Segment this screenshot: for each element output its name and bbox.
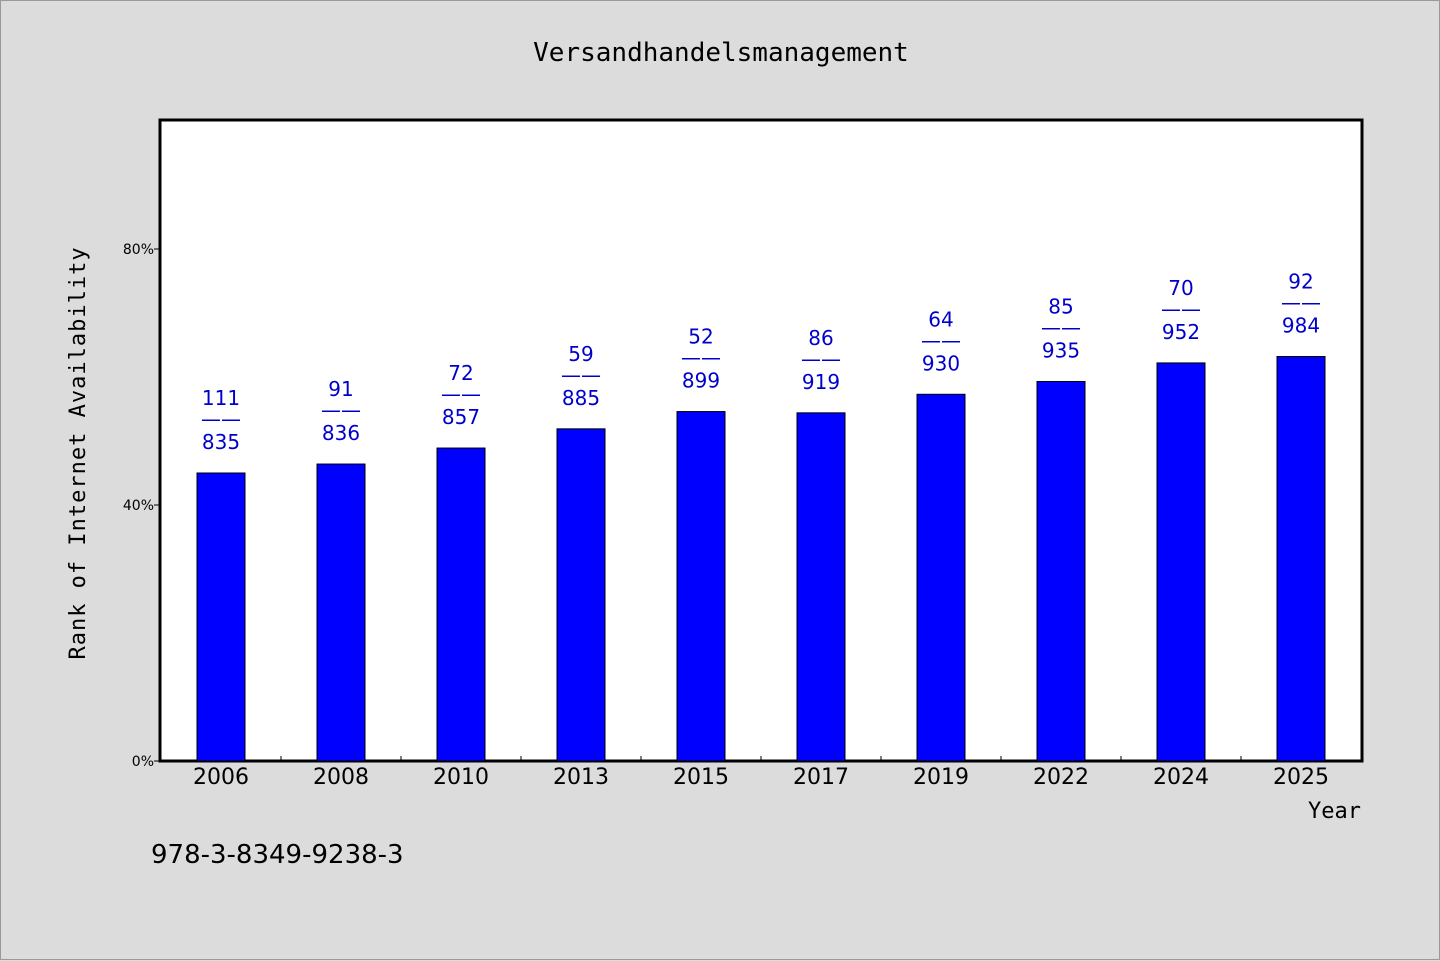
bar-2015 bbox=[676, 411, 726, 762]
x-tick-label-2010: 2010 bbox=[433, 765, 489, 790]
data-label-bottom-2019: 930 bbox=[922, 351, 960, 375]
data-label-top-2006: 111 bbox=[202, 386, 240, 410]
data-label-top-2008: 91 bbox=[328, 377, 353, 401]
data-label-top-2013: 59 bbox=[568, 342, 593, 366]
bar-2010 bbox=[436, 447, 486, 762]
data-label-bottom-2006: 835 bbox=[202, 430, 240, 454]
x-tick-label-2024: 2024 bbox=[1153, 765, 1209, 790]
data-label-top-2025: 92 bbox=[1288, 270, 1313, 294]
data-label-sep-2006: —— bbox=[201, 407, 241, 431]
x-tick-label-2025: 2025 bbox=[1273, 765, 1329, 790]
bar-2024 bbox=[1156, 362, 1206, 762]
data-label-sep-2013: —— bbox=[561, 363, 601, 387]
x-tick-label-2017: 2017 bbox=[793, 765, 849, 790]
bar-2019 bbox=[916, 393, 966, 762]
isbn-label: 978-3-8349-9238-3 bbox=[151, 840, 404, 870]
data-label-sep-2019: —— bbox=[921, 328, 961, 352]
data-label-bottom-2015: 899 bbox=[682, 369, 720, 393]
x-axis-label: Year bbox=[1308, 799, 1361, 824]
data-label-bottom-2008: 836 bbox=[322, 421, 360, 445]
x-tick-label-2022: 2022 bbox=[1033, 765, 1089, 790]
bar-2006 bbox=[196, 472, 246, 762]
x-axis: 2006 2008 2010 2013 2015 2017 2019 2022 2024 2025 bbox=[193, 756, 1329, 790]
data-label-top-2015: 52 bbox=[688, 325, 713, 349]
bar-2025 bbox=[1276, 356, 1326, 762]
data-label-top-2010: 72 bbox=[448, 361, 473, 385]
data-label-bottom-2025: 984 bbox=[1282, 314, 1320, 338]
x-tick-label-2015: 2015 bbox=[673, 765, 729, 790]
data-label-sep-2022: —— bbox=[1041, 315, 1081, 339]
data-label-top-2024: 70 bbox=[1168, 276, 1193, 300]
data-label-bottom-2017: 919 bbox=[802, 370, 840, 394]
data-label-sep-2025: —— bbox=[1281, 291, 1321, 315]
chart-title: Versandhandelsmanagement bbox=[533, 38, 909, 68]
data-label-bottom-2013: 885 bbox=[562, 386, 600, 410]
data-label-bottom-2024: 952 bbox=[1162, 320, 1200, 344]
x-tick-label-2013: 2013 bbox=[553, 765, 609, 790]
bar-2008 bbox=[316, 463, 366, 762]
data-label-top-2019: 64 bbox=[928, 307, 953, 331]
x-tick-label-2008: 2008 bbox=[313, 765, 369, 790]
bars-group bbox=[196, 356, 1326, 762]
y-tick-label-0: 0% bbox=[132, 754, 154, 770]
y-tick-label-40: 40% bbox=[123, 498, 154, 514]
data-label-sep-2017: —— bbox=[801, 347, 841, 371]
x-tick-label-2006: 2006 bbox=[193, 765, 249, 790]
data-labels-group: 111——83591——83672——85759——88552——89986——… bbox=[201, 270, 1321, 454]
x-tick-label-2019: 2019 bbox=[913, 765, 969, 790]
y-tick-label-80: 80% bbox=[123, 242, 154, 258]
data-label-top-2022: 85 bbox=[1048, 294, 1073, 318]
y-axis: 0% 40% 80% bbox=[123, 242, 161, 770]
data-label-sep-2024: —— bbox=[1161, 297, 1201, 321]
data-label-bottom-2010: 857 bbox=[442, 405, 480, 429]
data-label-sep-2008: —— bbox=[321, 398, 361, 422]
y-axis-label: Rank of Internet Availability bbox=[66, 246, 91, 659]
data-label-bottom-2022: 935 bbox=[1042, 338, 1080, 362]
bar-2017 bbox=[796, 412, 846, 762]
data-label-sep-2015: —— bbox=[681, 346, 721, 370]
data-label-top-2017: 86 bbox=[808, 326, 833, 350]
data-label-sep-2010: —— bbox=[441, 382, 481, 406]
bar-2022 bbox=[1036, 380, 1086, 762]
bar-2013 bbox=[556, 428, 606, 762]
